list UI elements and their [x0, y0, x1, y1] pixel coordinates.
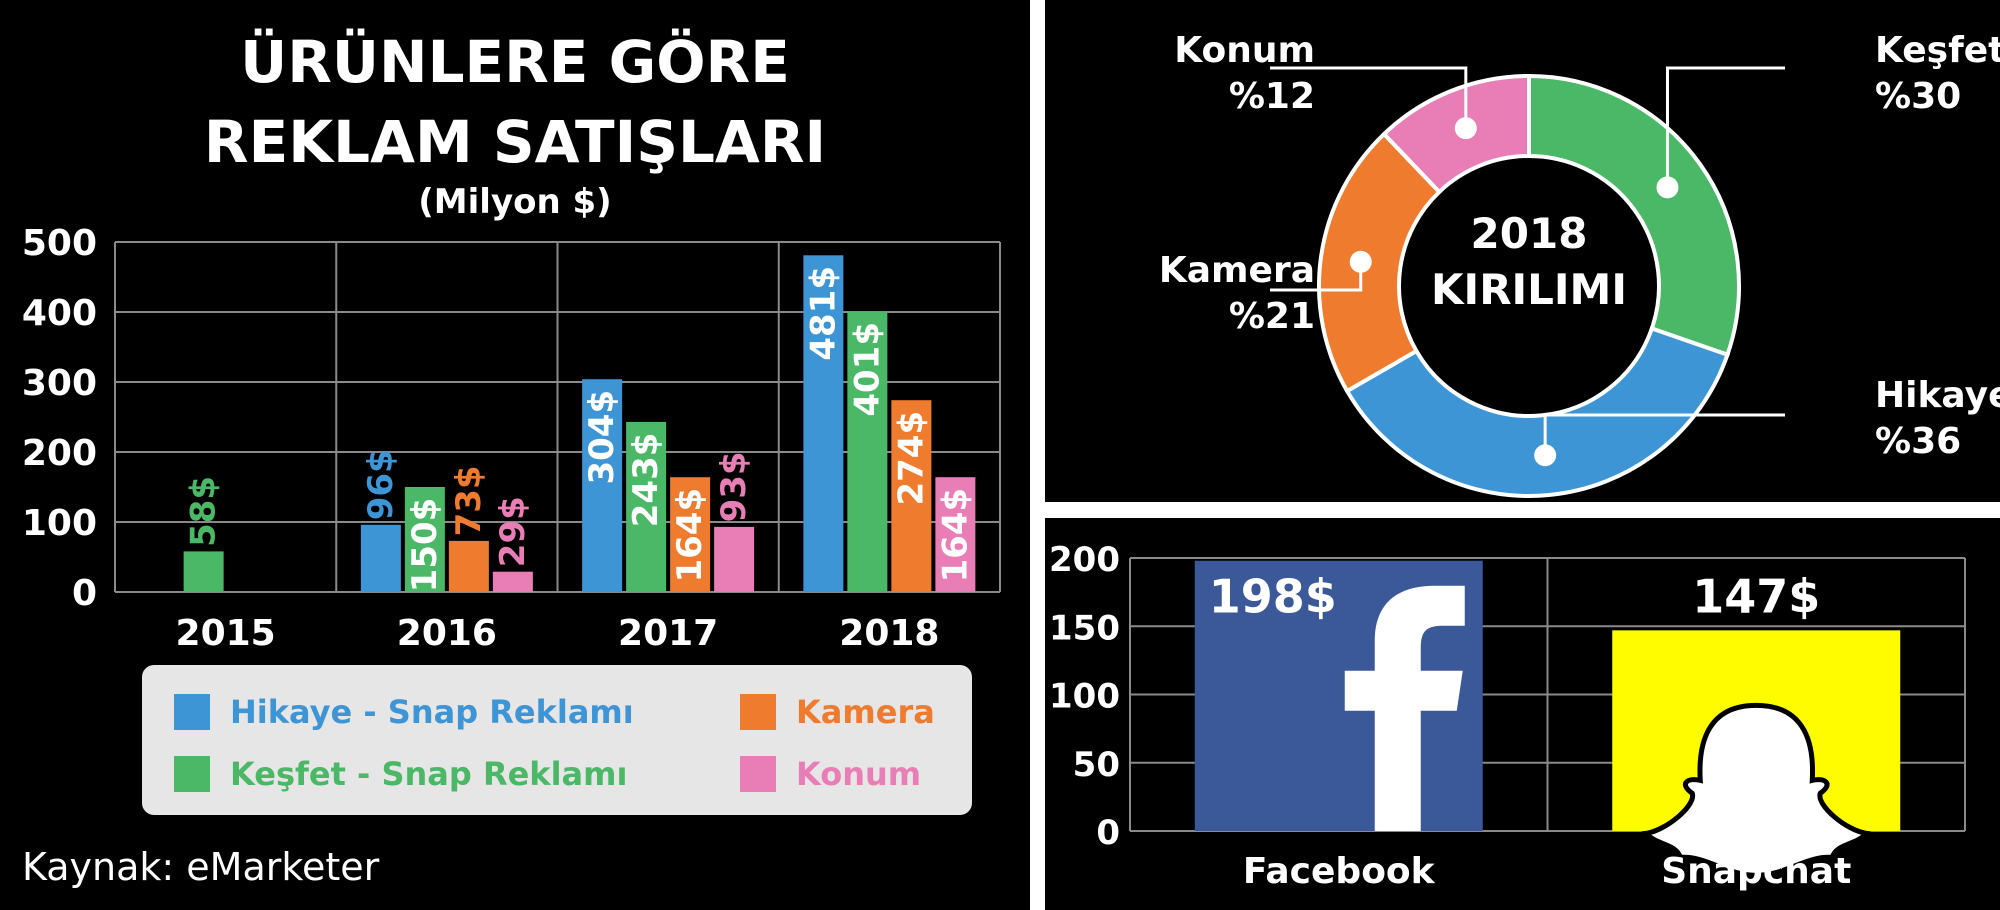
donut-percent-label-hikaye: %36: [1875, 421, 1961, 462]
y-tick-label: 0: [72, 573, 97, 614]
bar-konum-2017: [714, 526, 755, 592]
x-tick-label-2018: 2018: [839, 613, 939, 654]
bar-value-label-facebook: 198$: [1209, 570, 1337, 624]
y-tick-label: 150: [1049, 608, 1120, 648]
bar-value-label-konum-2017: 93$: [714, 451, 754, 522]
x-tick-label-snapchat: Snapchat: [1661, 851, 1851, 892]
donut-slice-kamera: [1317, 131, 1443, 394]
legend-swatch-kesfet: [174, 756, 210, 792]
snapchat-ghost-icon: [1641, 702, 1872, 878]
bar-value-label-konum-2016: 29$: [493, 496, 533, 567]
bar-value-label-kamera-2016: 73$: [449, 465, 489, 536]
bar-konum-2018: [935, 477, 976, 592]
y-tick-label: 300: [22, 363, 97, 404]
callout-dot-kamera: [1349, 250, 1372, 273]
facebook-logo-icon: [1344, 585, 1465, 831]
bar-konum-2016: [492, 571, 533, 592]
donut-center-label-1: 2018: [1471, 209, 1588, 258]
callout-line-kesfet: [1665, 66, 1785, 188]
donut-name-label-kamera: Kamera: [1159, 250, 1315, 291]
bar-value-label-kamera-2018: 274$: [891, 411, 931, 506]
donut-percent-label-kesfet: %30: [1875, 76, 1961, 117]
chart-title-line-1: ÜRÜNLERE GÖRE: [240, 28, 790, 96]
facebook-snapchat-bar-chart: 0 50 100 150 200 198$ Facebook 147$ Snapchat: [1049, 540, 1966, 892]
bar-value-label-hikaye-2018: 481$: [803, 266, 843, 361]
donut-name-label-konum: Konum: [1174, 30, 1315, 71]
legend-label-konum: Konum: [796, 755, 922, 793]
chart-subtitle: (Milyon $): [418, 182, 612, 222]
legend-item-hikaye: Hikaye - Snap Reklamı: [174, 693, 634, 731]
callout-dot-hikaye: [1534, 444, 1557, 467]
bar-value-label-kesfet-2015: 58$: [184, 476, 224, 547]
bar-kamera-2016: [448, 540, 489, 592]
legend-item-kesfet: Keşfet - Snap Reklamı: [174, 755, 627, 793]
x-tick-label-facebook: Facebook: [1243, 851, 1436, 892]
bar-hikaye-2017: [582, 379, 623, 592]
legend-item-kamera: Kamera: [740, 693, 935, 731]
donut-percent-label-kamera: %21: [1229, 296, 1315, 337]
y-tick-label: 100: [1049, 677, 1120, 717]
y-tick-label: 200: [1049, 540, 1120, 580]
donut-chart-panel: 2018 KIRILIMI Keşfet %30 Hikaye %36 Kamera %21 K…: [1045, 0, 2000, 502]
bar-kamera-2018: [891, 400, 932, 592]
bar-chart-panel: ÜRÜNLERE GÖRE REKLAM SATIŞLARI (Milyon $…: [0, 0, 1030, 910]
bar-value-label-kesfet-2017: 243$: [626, 433, 666, 528]
comparison-chart-panel: 0 50 100 150 200 198$ Facebook 147$ Snapchat: [1045, 518, 2000, 910]
bar-hikaye-2018: [803, 255, 844, 593]
bar-value-label-hikaye-2017: 304$: [582, 390, 622, 485]
bar-value-label-kesfet-2018: 401$: [847, 322, 887, 417]
legend: Hikaye - Snap Reklamı Keşfet - Snap Rekl…: [142, 665, 972, 815]
callout-line-konum: [1270, 66, 1468, 129]
donut-center-label-2: KIRILIMI: [1431, 265, 1627, 314]
y-tick-label: 400: [22, 293, 97, 334]
donut-name-label-kesfet: Keşfet: [1875, 30, 2000, 71]
legend-label-kesfet: Keşfet - Snap Reklamı: [230, 755, 628, 793]
legend-item-konum: Konum: [740, 755, 921, 793]
bar-value-label-kamera-2017: 164$: [670, 488, 710, 583]
x-tick-label-2016: 2016: [397, 613, 497, 654]
donut-slice-hikaye: [1344, 325, 1730, 498]
donut-name-label-hikaye: Hikaye: [1875, 375, 2000, 416]
legend-label-kamera: Kamera: [796, 693, 935, 731]
legend-swatch-hikaye: [174, 694, 210, 730]
product-bar-chart: 0 100 200 300 400 500 2015 58$ 2016 96$150$ 73$ 29$…: [22, 223, 1001, 654]
x-tick-label-2015: 2015: [176, 613, 276, 654]
bar-kesfet-2017: [626, 421, 667, 592]
bar-kesfet-2018: [847, 311, 888, 592]
breakdown-donut-chart: 2018 KIRILIMI Keşfet %30 Hikaye %36 Kamera %21 K…: [1159, 30, 2000, 498]
x-tick-label-2017: 2017: [618, 613, 718, 654]
bar-value-label-snapchat: 147$: [1692, 569, 1820, 623]
legend-label-hikaye: Hikaye - Snap Reklamı: [230, 693, 634, 731]
bar-kesfet-2015: [183, 551, 224, 592]
bar-hikaye-2016: [360, 524, 401, 592]
bar-value-label-konum-2018: 164$: [935, 488, 975, 583]
donut-percent-label-konum: %12: [1229, 76, 1315, 117]
bar-value-label-hikaye-2016: 96$: [361, 449, 401, 520]
callout-dot-konum: [1454, 117, 1477, 140]
bar-value-label-kesfet-2016: 150$: [405, 498, 445, 593]
y-tick-label: 0: [1096, 813, 1120, 853]
y-tick-label: 200: [22, 433, 97, 474]
legend-swatch-konum: [740, 756, 776, 792]
callout-line-hikaye: [1543, 413, 1785, 456]
callout-dot-kesfet: [1656, 176, 1679, 199]
y-tick-label: 100: [22, 503, 97, 544]
donut-slice-kesfet: [1527, 73, 1741, 358]
bar-kamera-2017: [670, 477, 711, 592]
source-note: Kaynak: eMarketer: [22, 845, 380, 889]
y-tick-label: 500: [22, 223, 97, 264]
chart-title-line-2: REKLAM SATIŞLARI: [203, 108, 827, 176]
bar-kesfet-2016: [404, 487, 445, 592]
y-tick-label: 50: [1073, 745, 1120, 785]
legend-swatch-kamera: [740, 694, 776, 730]
